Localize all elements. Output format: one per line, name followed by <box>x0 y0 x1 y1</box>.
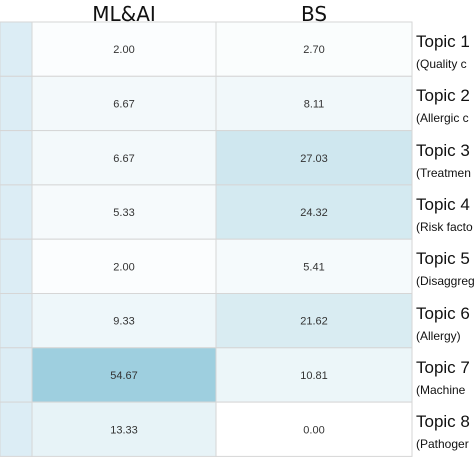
topic-description: (Treatmen <box>416 165 471 180</box>
cell-value-label: 27.03 <box>300 153 328 165</box>
heatmap-cell <box>31 184 217 240</box>
partial-cell <box>0 130 33 186</box>
cell-value-label: 8.11 <box>304 98 325 110</box>
heatmap-cell <box>31 347 217 403</box>
cell-value-label: 5.33 <box>113 207 134 219</box>
heatmap-cell <box>215 75 413 132</box>
topic-name: Topic 5 <box>416 249 470 269</box>
topic-name: Topic 8 <box>416 412 470 432</box>
partial-cell <box>0 293 33 349</box>
heatmap-cell <box>215 238 413 294</box>
partial-cell <box>0 75 33 132</box>
row-label: Topic 1 (Quality c <box>416 32 470 72</box>
topic-name: Topic 6 <box>416 303 470 323</box>
heatmap-cell <box>215 293 413 349</box>
cell-value-label: 6.67 <box>113 98 134 110</box>
heatmap-cell <box>215 130 413 186</box>
cell-value-label: 54.67 <box>110 370 138 382</box>
topic-description: (Disaggreg <box>416 274 474 289</box>
heatmap-cell <box>215 347 413 403</box>
cell-value-label: 24.32 <box>300 207 328 219</box>
row-label: Topic 8 (Pathoger <box>416 412 470 452</box>
cell-value-label: 10.81 <box>300 370 328 382</box>
row-label: Topic 6 (Allergy) <box>416 304 470 344</box>
cell-value-label: 13.33 <box>110 424 138 436</box>
heatmap-cell <box>31 293 217 349</box>
topic-name: Topic 7 <box>416 357 470 377</box>
partial-cell <box>0 238 33 294</box>
heatmap-cell <box>215 21 413 77</box>
cell-value-label: 2.00 <box>113 44 134 56</box>
topic-description: (Quality c <box>416 57 467 71</box>
cell-value-label: 2.70 <box>303 44 324 56</box>
cell-value-label: 21.62 <box>300 316 328 328</box>
topic-description: (Allergic c <box>416 111 469 126</box>
cell-value-label: 6.67 <box>113 153 134 165</box>
partial-cell <box>0 184 33 240</box>
cell-value-label: 0.00 <box>303 424 324 436</box>
cell-value-label: 2.00 <box>113 261 134 273</box>
heatmap-cell <box>215 401 413 457</box>
partial-cell <box>0 347 33 403</box>
cell-value-label: 5.41 <box>303 261 324 273</box>
topic-name: Topic 2 <box>416 86 470 106</box>
topic-name: Topic 3 <box>416 140 470 160</box>
row-label: Topic 2 (Allergic c <box>416 86 470 126</box>
row-label: Topic 7 (Machine <box>416 358 470 398</box>
heatmap-cell <box>215 184 413 240</box>
topic-description: (Allergy) <box>416 328 461 343</box>
topic-name: Topic 1 <box>416 32 470 51</box>
row-label: Topic 5 (Disaggreg <box>416 249 474 289</box>
partial-cell <box>0 401 33 457</box>
topic-name: Topic 4 <box>416 194 470 214</box>
topic-description: (Pathoger <box>416 437 469 452</box>
cell-value-label: 9.33 <box>113 316 134 328</box>
row-label: Topic 4 (Risk facto <box>416 195 473 235</box>
topic-description: (Machine <box>416 382 466 397</box>
row-label: Topic 3 (Treatmen <box>416 141 471 181</box>
heatmap-cell <box>31 130 217 186</box>
partial-cell <box>0 21 33 77</box>
topic-description: (Risk facto <box>416 219 473 234</box>
